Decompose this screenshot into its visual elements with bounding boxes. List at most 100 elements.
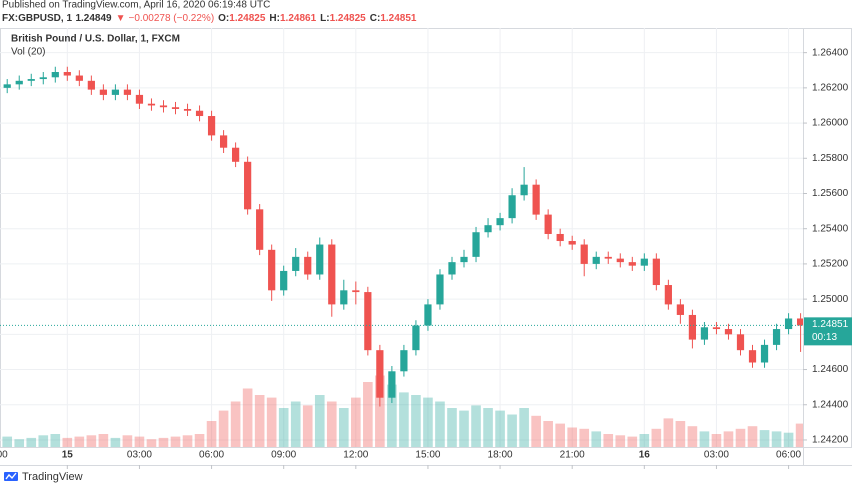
close-label: C:: [370, 13, 381, 24]
candle-body: [520, 184, 528, 196]
candle-body: [676, 304, 684, 315]
candle-body: [712, 327, 721, 330]
candle-body: [796, 318, 803, 326]
candle-body: [3, 84, 11, 88]
candle-body: [544, 214, 552, 234]
candle-body: [111, 89, 120, 95]
low-label: L:: [320, 13, 329, 24]
candle-body: [195, 110, 204, 117]
volume-bar: [723, 431, 734, 447]
volume-bar: [290, 401, 301, 447]
y-tick-label: 1.26000: [812, 118, 849, 129]
candle-body: [400, 350, 408, 372]
candle-body: [207, 116, 216, 136]
candle-body: [604, 256, 612, 259]
candle-body: [256, 209, 264, 250]
low-value: 1.24825: [330, 13, 367, 24]
volume-bar: [218, 410, 229, 447]
candle-body: [640, 258, 648, 266]
volume-bar: [62, 437, 73, 447]
candle-body: [436, 274, 444, 305]
volume-bar: [639, 434, 650, 447]
candle-body: [15, 80, 23, 85]
x-tick-label: 15: [62, 450, 74, 461]
chart-title: British Pound / U.S. Dollar, 1, FXCM: [11, 34, 180, 45]
candle-body: [412, 325, 420, 351]
candle-body: [87, 80, 95, 90]
volume-bar: [254, 395, 265, 447]
candle-body: [664, 285, 672, 305]
volume-bar: [651, 428, 662, 447]
symbol: FX:GBPUSD, 1: [2, 13, 72, 24]
candle-body: [748, 350, 757, 363]
candle-body: [159, 105, 168, 108]
x-tick-label: 21:00: [560, 450, 585, 461]
volume-bar: [134, 436, 145, 447]
candle-body: [219, 135, 228, 148]
high-value: 1.24861: [280, 13, 317, 24]
candle-body: [304, 256, 312, 275]
volume-bar: [423, 397, 433, 447]
candle-body: [376, 350, 384, 398]
y-tick-label: 1.26200: [812, 82, 849, 93]
x-tick-label: 03:00: [704, 450, 729, 461]
volume-bar: [663, 418, 674, 447]
candle-body: [448, 262, 456, 275]
volume-bar: [447, 408, 457, 447]
volume-bar: [158, 437, 169, 447]
candle-body: [508, 195, 516, 219]
volume-bar: [627, 436, 638, 447]
volume-bar: [326, 401, 337, 447]
x-tick-label: 21:00: [0, 450, 8, 461]
x-tick-label: 16: [639, 450, 651, 461]
candle-body: [27, 79, 35, 81]
y-tick-label: 1.25200: [812, 259, 849, 270]
x-tick-label: 12:00: [343, 450, 368, 461]
volume-bar: [278, 408, 289, 447]
published-note: Published on TradingView.com, April 16, …: [2, 0, 270, 11]
volume-legend: Vol (20): [11, 47, 45, 58]
candle-body: [63, 72, 71, 76]
candle-body: [580, 244, 588, 264]
volume-bar: [579, 428, 590, 447]
candle-body: [760, 344, 769, 363]
volume-bar: [50, 434, 61, 447]
candle-body: [652, 258, 660, 286]
volume-bar: [531, 415, 541, 447]
volume-bar: [194, 434, 205, 447]
candle-body: [352, 290, 360, 293]
candle-body: [340, 290, 348, 305]
candle-body: [232, 147, 240, 162]
candle-body: [388, 371, 396, 398]
candle-body: [123, 89, 132, 95]
volume-bar: [771, 431, 782, 447]
candle-body: [292, 256, 300, 271]
y-tick-label: 1.25800: [812, 153, 849, 164]
candle-body: [472, 232, 480, 257]
volume-bar: [74, 436, 85, 447]
volume-bar: [314, 395, 325, 447]
high-label: H:: [269, 13, 280, 24]
volume-bar: [603, 434, 614, 447]
candle-body: [171, 107, 180, 109]
volume-bar: [495, 410, 505, 447]
y-tick-label: 1.25000: [812, 294, 849, 305]
volume-bar: [687, 426, 698, 447]
candle-body: [496, 218, 504, 226]
x-tick-label: 06:00: [199, 450, 224, 461]
countdown: 00:13: [812, 332, 837, 343]
volume-bar: [266, 397, 277, 447]
volume-bar: [146, 439, 157, 447]
candle-body: [568, 241, 576, 245]
y-tick-label: 1.24400: [812, 399, 849, 410]
volume-bar: [591, 431, 602, 447]
y-tick-label: 1.24200: [812, 435, 849, 446]
candle-body: [328, 244, 336, 305]
candle-body: [616, 258, 624, 263]
symbol-line: FX:GBPUSD, 1 1.24849 ▼ −0.00278 (−0.22%) O:1…: [2, 13, 417, 24]
volume-bar: [615, 435, 626, 447]
volume-bar: [302, 405, 313, 447]
volume-bar: [242, 388, 253, 447]
volume-bar: [675, 421, 686, 447]
